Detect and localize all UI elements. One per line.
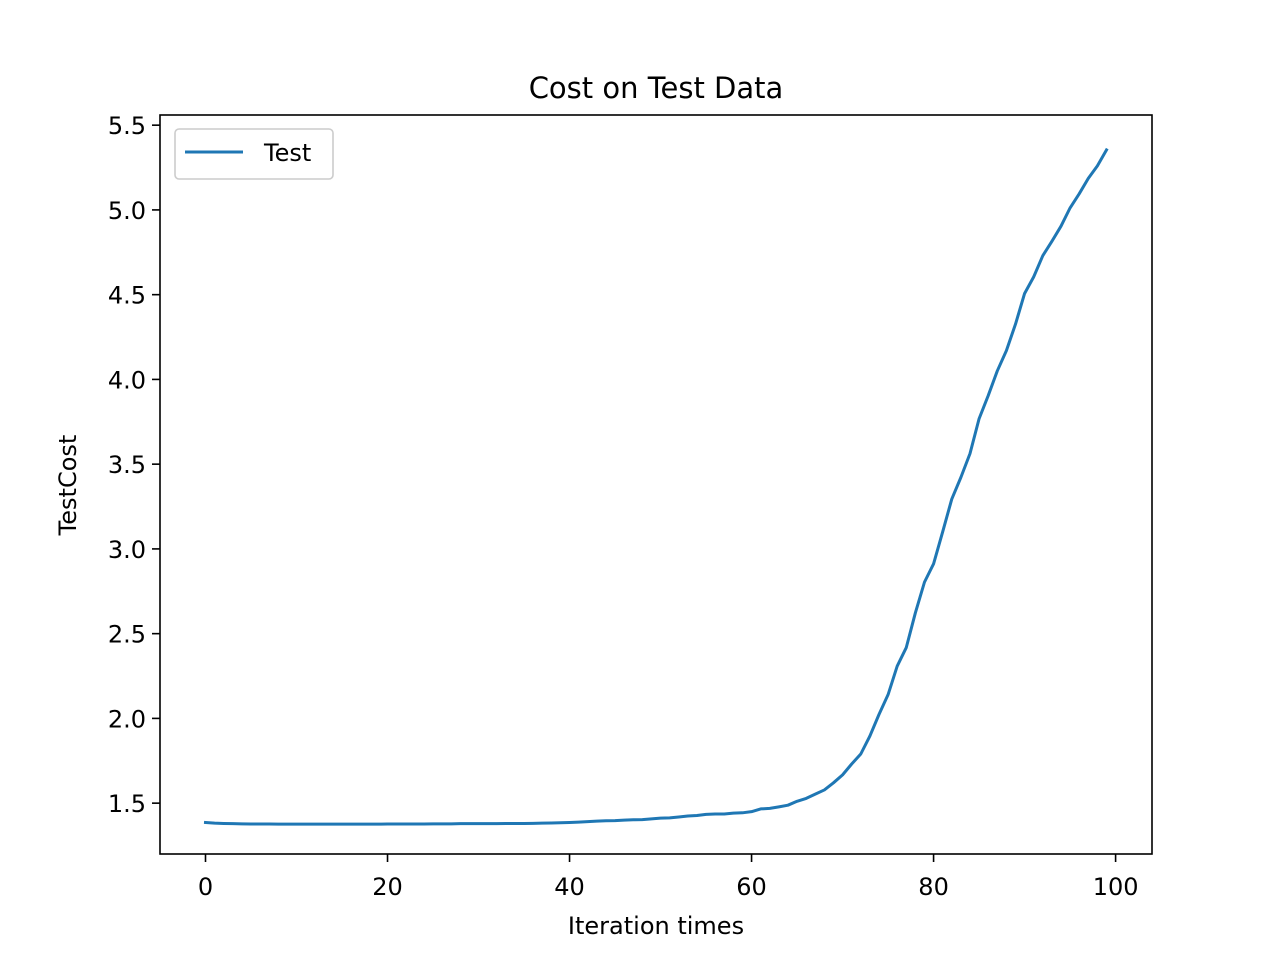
y-tick-label: 1.5 xyxy=(108,790,146,818)
y-tick-label: 2.5 xyxy=(108,621,146,649)
legend: Test xyxy=(174,128,334,180)
x-axis-label: Iteration times xyxy=(568,912,744,940)
x-tick-label: 20 xyxy=(372,873,403,901)
x-axis: 0 20 40 60 80 100 xyxy=(198,854,1139,901)
x-tick-label: 0 xyxy=(198,873,213,901)
x-tick-label: 100 xyxy=(1093,873,1139,901)
legend-box xyxy=(174,128,334,180)
x-tick-label: 80 xyxy=(918,873,949,901)
series-line-test xyxy=(203,147,1109,826)
plot-area xyxy=(203,147,1109,826)
y-tick-label: 3.0 xyxy=(108,536,146,564)
legend-label-test: Test xyxy=(263,139,311,167)
x-tick-label: 40 xyxy=(554,873,585,901)
y-tick-label: 2.0 xyxy=(108,705,146,733)
chart-title: Cost on Test Data xyxy=(529,71,784,105)
y-axis-label: TestCost xyxy=(54,435,82,537)
x-tick-label: 60 xyxy=(736,873,767,901)
y-tick-label: 4.5 xyxy=(108,282,146,310)
axes-frame xyxy=(159,114,1153,855)
y-axis: 1.5 2.0 2.5 3.0 3.5 4.0 4.5 5.0 5.5 xyxy=(108,112,160,818)
y-tick-label: 4.0 xyxy=(108,366,146,394)
y-tick-label: 3.5 xyxy=(108,451,146,479)
y-tick-label: 5.0 xyxy=(108,197,146,225)
y-tick-label: 5.5 xyxy=(108,112,146,140)
